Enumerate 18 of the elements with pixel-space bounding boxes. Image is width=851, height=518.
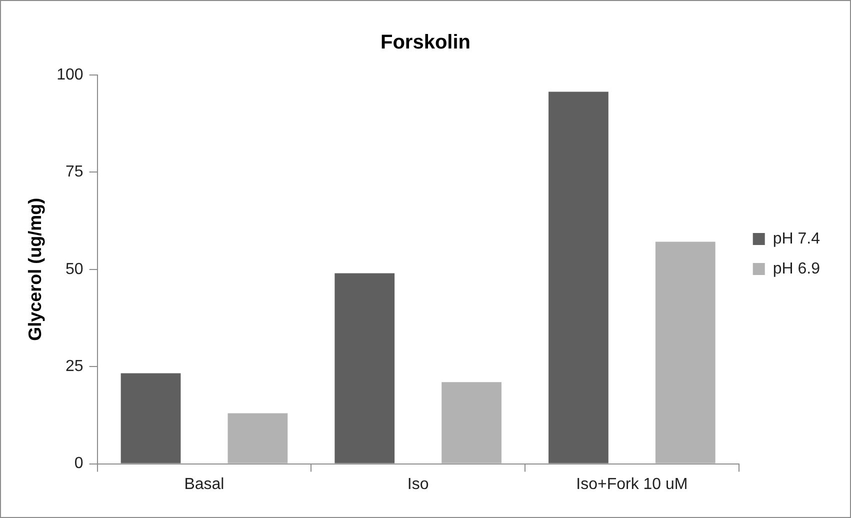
x-tick-label: Iso+Fork 10 uM [576,476,688,493]
y-tick-label: 25 [66,358,84,376]
bar [548,92,608,464]
bar [334,273,395,464]
y-tick-label: 0 [74,455,84,472]
y-tick-label: 100 [56,66,84,84]
bar [228,413,288,464]
chart-title: Forskolin [380,32,471,54]
legend-label: pH 7.4 [772,230,820,248]
y-tick-label: 50 [66,260,84,278]
bar [120,373,181,464]
bar [655,242,716,464]
bar [442,382,502,464]
y-axis-title: Glycerol (ug/mg) [24,198,45,341]
y-tick-label: 75 [66,164,84,181]
x-tick-label: Basal [184,476,224,493]
x-tick-label: Iso [407,476,429,493]
legend-label: pH 6.9 [772,260,820,278]
